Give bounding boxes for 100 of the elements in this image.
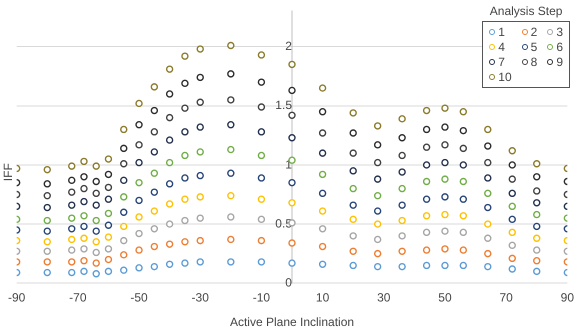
point [120,236,128,244]
point [196,45,204,53]
point [484,204,492,212]
point [422,106,430,114]
point [166,65,174,73]
point [258,258,266,266]
point [398,152,406,160]
point [166,136,174,144]
point [508,228,516,236]
point [227,70,235,78]
point [374,250,382,258]
point [166,260,174,268]
point [508,161,516,169]
legend-label: 1 [498,25,505,39]
point [135,246,143,254]
point [318,129,326,137]
point [92,162,100,170]
point [441,158,449,166]
point [398,115,406,123]
point [68,236,76,244]
point [166,114,174,122]
point [135,158,143,166]
point [92,216,100,224]
point [441,141,449,149]
x-tick-label: 30 [377,290,391,305]
point [68,258,76,266]
point [166,220,174,228]
point [349,184,357,192]
point [349,232,357,240]
legend-label: 5 [530,40,538,54]
point [196,74,204,82]
legend-label: 4 [498,40,505,54]
point [227,192,235,200]
point [44,227,51,235]
point [104,233,112,241]
point [484,250,492,258]
point [258,196,266,203]
point [318,190,326,198]
point [288,199,296,206]
point [92,238,100,246]
y-tick-label: 2 [285,38,292,53]
point [374,141,382,149]
point [68,246,76,254]
point [196,258,204,266]
point [484,158,492,166]
point [484,190,492,198]
x-tick-label: 10 [316,290,330,305]
point [460,228,468,236]
point [349,149,357,157]
point [508,147,516,154]
point [533,234,540,242]
point [508,175,516,183]
point [484,262,492,270]
point [181,104,189,112]
point [484,142,492,150]
point [80,212,88,220]
point [508,216,516,224]
legend-label: 3 [556,25,563,39]
point [533,246,540,254]
point [166,200,174,208]
point [258,128,266,136]
point [80,158,88,166]
point [398,262,406,270]
point [422,228,430,236]
y-axis-title: IFF [0,163,15,182]
point [68,162,76,170]
point [150,106,158,114]
point [150,225,158,232]
point [460,108,468,116]
point [68,176,76,184]
point [120,176,128,184]
point [398,232,406,240]
point [166,158,174,166]
point [92,270,100,278]
point [135,141,143,149]
point [135,178,143,186]
point [181,152,189,160]
point [135,121,143,128]
point [104,245,112,253]
point [484,220,492,228]
point [68,225,76,232]
point [44,248,51,255]
point [150,207,158,215]
point [422,262,430,270]
point [374,175,382,183]
point [318,242,326,250]
point [508,202,516,210]
point [44,258,51,266]
point [181,238,189,246]
point [227,146,235,154]
point [135,213,143,221]
point [441,262,449,270]
point [441,193,449,201]
point [150,148,158,156]
point [288,112,296,119]
legend-label: 7 [498,55,505,69]
point [349,167,357,175]
point [374,192,382,200]
point [258,103,266,111]
point [104,170,112,178]
